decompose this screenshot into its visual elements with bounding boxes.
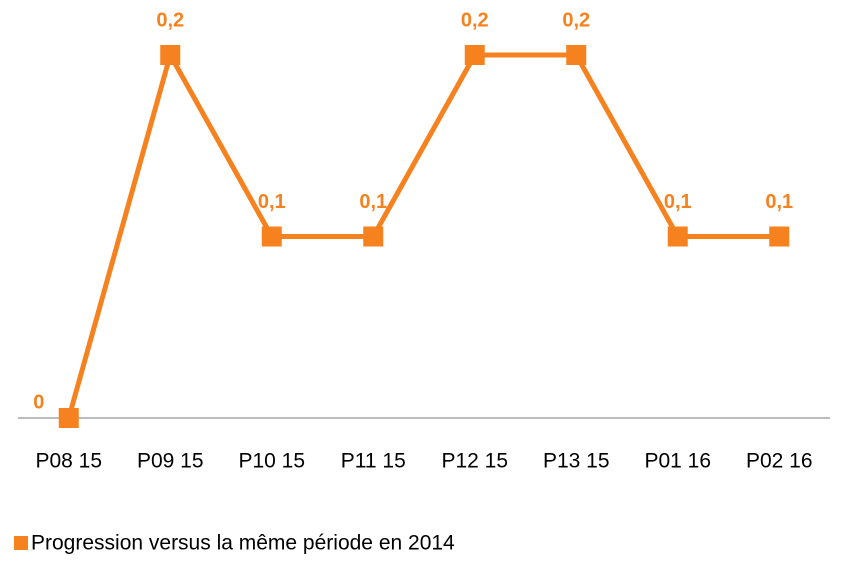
x-tick-label: P02 16: [746, 450, 813, 473]
x-tick-label: P10 15: [238, 450, 305, 473]
data-label: 0,2: [461, 9, 489, 31]
data-label: 0,2: [156, 9, 184, 31]
x-tick-label: P12 15: [441, 450, 508, 473]
x-tick-label: P11 15: [341, 450, 406, 473]
data-label: 0,2: [562, 9, 590, 31]
marker: [464, 45, 485, 65]
series-line: [66, 52, 780, 419]
data-label: 0,1: [664, 191, 692, 213]
data-label: 0,1: [258, 191, 286, 213]
data-label: 0,1: [359, 191, 387, 213]
marker: [261, 226, 282, 247]
legend-label: Progression versus la même période en 20…: [31, 532, 455, 555]
x-tick-label: P08 15: [35, 450, 102, 473]
marker: [769, 226, 790, 247]
x-tick-label: P09 15: [137, 450, 204, 473]
data-label: 0: [33, 391, 44, 413]
marker: [667, 226, 688, 247]
x-tick-label: P01 16: [644, 450, 711, 473]
marker: [160, 45, 181, 65]
x-tick-label: P13 15: [543, 450, 610, 473]
marker: [363, 226, 384, 247]
legend-swatch: [14, 536, 28, 550]
marker: [58, 408, 79, 428]
marker: [566, 45, 587, 65]
data-label: 0,1: [765, 191, 793, 213]
